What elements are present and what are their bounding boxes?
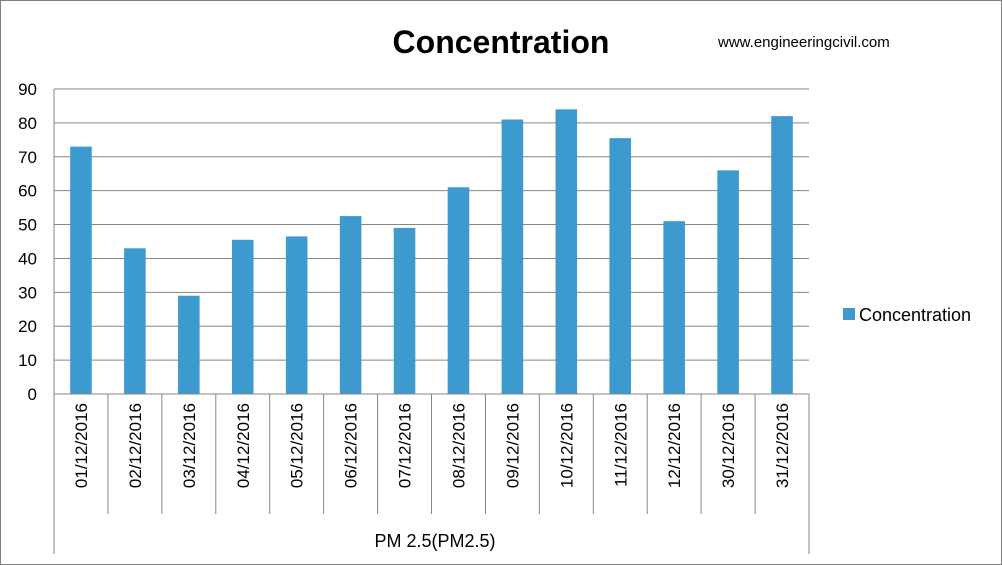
y-tick-label: 60: [18, 182, 37, 201]
x-tick-label: 31/12/2016: [773, 403, 792, 488]
y-tick-label: 20: [18, 317, 37, 336]
y-tick-label: 70: [18, 148, 37, 167]
x-axis-group-label: PM 2.5(PM2.5): [374, 531, 495, 551]
y-tick-label: 90: [18, 80, 37, 99]
bar: [663, 221, 685, 394]
bar: [124, 248, 146, 394]
bar: [447, 187, 470, 394]
x-tick-label: 08/12/2016: [449, 403, 468, 488]
bar: [339, 216, 362, 394]
x-tick-label: 30/12/2016: [719, 403, 738, 488]
bar: [609, 138, 632, 394]
x-tick-label: 12/12/2016: [665, 403, 684, 488]
x-tick-label: 10/12/2016: [557, 403, 576, 488]
y-tick-label: 30: [18, 283, 37, 302]
bar: [285, 236, 308, 394]
bar: [555, 109, 578, 394]
bar: [70, 146, 92, 394]
y-tick-label: 40: [18, 249, 37, 268]
x-tick-label: 01/12/2016: [72, 403, 91, 488]
x-tick-label: 09/12/2016: [503, 403, 522, 488]
y-tick-label: 10: [18, 351, 37, 370]
y-tick-label: 80: [18, 114, 37, 133]
x-tick-label: 02/12/2016: [126, 403, 145, 488]
legend-label: Concentration: [859, 305, 971, 325]
x-tick-label: 05/12/2016: [288, 403, 307, 488]
y-tick-label: 50: [18, 216, 37, 235]
x-tick-label: 03/12/2016: [180, 403, 199, 488]
bar: [717, 170, 739, 394]
watermark-text: www.engineeringcivil.com: [717, 34, 890, 51]
bar: [231, 239, 254, 394]
x-tick-label: 11/12/2016: [611, 403, 630, 487]
y-tick-label: 0: [28, 385, 37, 404]
bar: [501, 119, 524, 394]
chart-title: Concentration: [393, 24, 610, 60]
x-tick-label: 06/12/2016: [342, 403, 361, 488]
bar: [393, 227, 416, 394]
x-tick-label: 04/12/2016: [234, 403, 253, 488]
bar: [178, 295, 200, 394]
legend-swatch: [843, 308, 855, 320]
bar: [771, 116, 793, 394]
x-tick-label: 07/12/2016: [396, 403, 415, 488]
legend: Concentration: [843, 305, 971, 325]
